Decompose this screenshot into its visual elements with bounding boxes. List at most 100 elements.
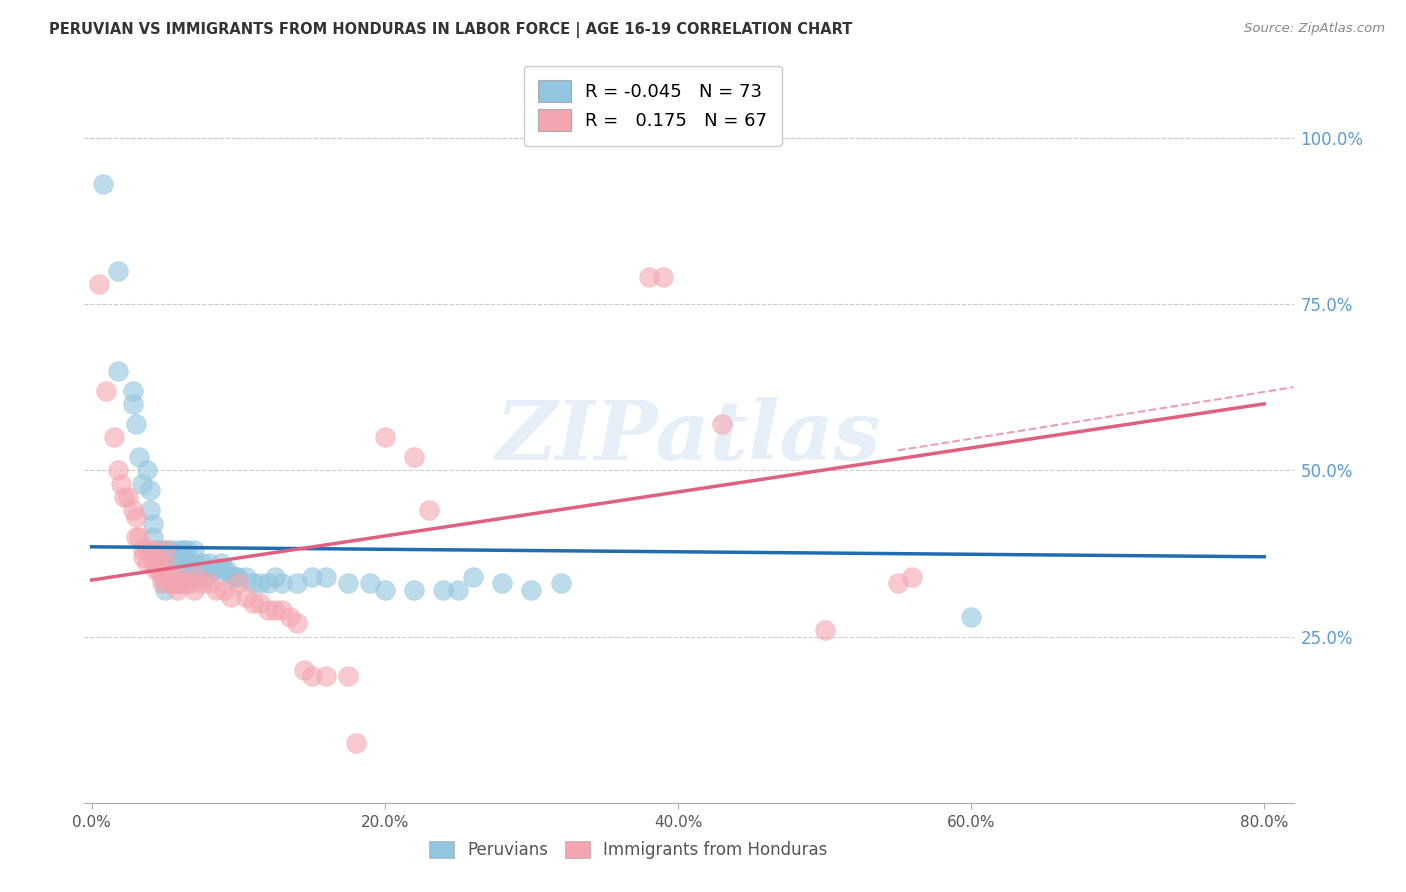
Point (124, 417, 146, 431)
Point (264, 570, 287, 584)
Point (93, 178, 115, 192)
Point (163, 576, 186, 591)
Point (256, 603, 278, 617)
Point (132, 549, 155, 564)
Point (162, 576, 184, 591)
Point (256, 576, 278, 591)
Point (887, 576, 910, 591)
Point (162, 543, 184, 558)
Point (359, 576, 381, 591)
Point (139, 483, 162, 498)
Point (180, 576, 202, 591)
Point (146, 543, 169, 558)
Point (153, 557, 176, 571)
Point (169, 543, 191, 558)
Point (183, 543, 205, 558)
Point (169, 570, 191, 584)
Point (212, 563, 235, 577)
Point (242, 576, 264, 591)
Point (150, 576, 173, 591)
Point (121, 503, 143, 517)
Point (186, 570, 208, 584)
Point (174, 563, 197, 577)
Point (107, 264, 129, 278)
Point (242, 596, 264, 610)
Legend: R = -0.045   N = 73, R =   0.175   N = 67: R = -0.045 N = 73, R = 0.175 N = 67 (524, 66, 782, 146)
Point (374, 430, 396, 444)
Point (176, 557, 198, 571)
Point (156, 543, 179, 558)
Point (117, 490, 139, 504)
Point (153, 582, 176, 597)
Point (131, 476, 153, 491)
Point (418, 503, 440, 517)
Point (901, 570, 924, 584)
Point (153, 563, 176, 577)
Text: ZIPatlas: ZIPatlas (496, 397, 882, 477)
Point (153, 570, 176, 584)
Point (249, 596, 271, 610)
Point (278, 609, 301, 624)
Point (292, 663, 315, 677)
Point (271, 576, 294, 591)
Point (337, 669, 360, 683)
Point (183, 563, 205, 577)
Point (186, 570, 208, 584)
Point (447, 582, 470, 597)
Point (337, 576, 360, 591)
Point (550, 576, 572, 591)
Point (172, 543, 194, 558)
Point (301, 570, 323, 584)
Point (404, 450, 426, 464)
Point (183, 582, 205, 597)
Text: PERUVIAN VS IMMIGRANTS FROM HONDURAS IN LABOR FORCE | AGE 16-19 CORRELATION CHAR: PERUVIAN VS IMMIGRANTS FROM HONDURAS IN … (49, 22, 852, 38)
Point (153, 543, 176, 558)
Point (142, 543, 165, 558)
Point (153, 549, 176, 564)
Point (166, 582, 188, 597)
Point (404, 582, 426, 597)
Point (180, 570, 202, 584)
Point (163, 563, 186, 577)
Point (205, 582, 228, 597)
Point (166, 576, 188, 591)
Point (96, 384, 118, 398)
Point (87, 277, 110, 292)
Point (226, 576, 249, 591)
Point (432, 582, 454, 597)
Point (176, 543, 198, 558)
Point (148, 563, 170, 577)
Point (169, 576, 191, 591)
Point (142, 530, 165, 544)
Point (142, 557, 165, 571)
Point (103, 430, 125, 444)
Point (136, 557, 159, 571)
Point (169, 576, 191, 591)
Point (128, 450, 150, 464)
Point (491, 576, 513, 591)
Point (301, 669, 323, 683)
Point (139, 543, 162, 558)
Point (710, 417, 733, 431)
Point (315, 570, 337, 584)
Point (461, 570, 484, 584)
Point (271, 603, 294, 617)
Point (172, 576, 194, 591)
Point (190, 563, 212, 577)
Point (150, 543, 173, 558)
Point (139, 503, 162, 517)
Point (146, 557, 169, 571)
Point (107, 463, 129, 477)
Point (344, 736, 367, 750)
Point (285, 576, 308, 591)
Point (226, 570, 249, 584)
Point (169, 563, 191, 577)
Point (124, 530, 146, 544)
Point (177, 563, 200, 577)
Point (160, 557, 183, 571)
Point (315, 669, 337, 683)
Point (652, 270, 675, 285)
Point (198, 557, 221, 571)
Point (186, 563, 208, 577)
Point (209, 557, 232, 571)
